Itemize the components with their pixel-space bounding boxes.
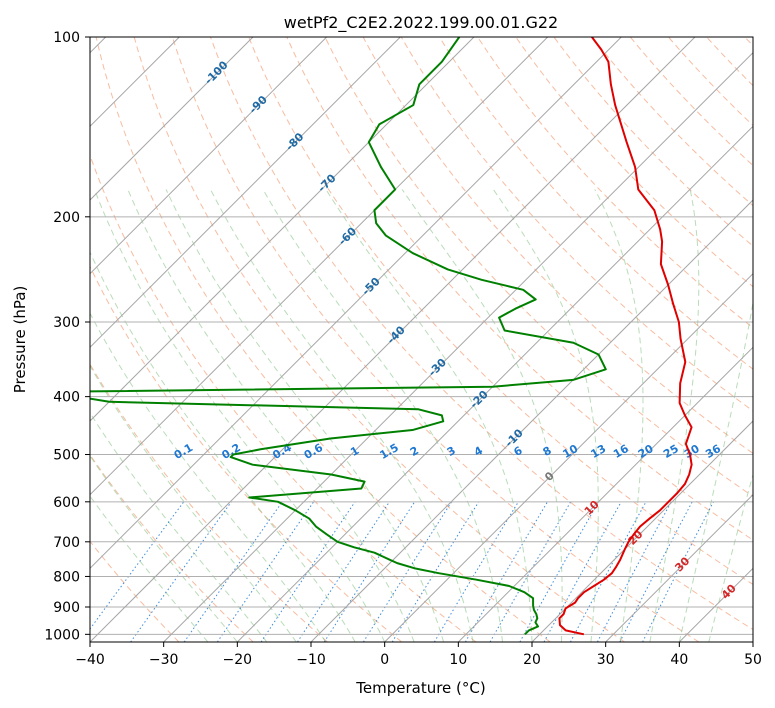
moist-adiabat-line [401, 189, 563, 642]
moist-adiabat-line [708, 472, 753, 642]
moist-adiabat-line [492, 189, 599, 642]
moist-adiabat-line [649, 189, 700, 642]
isotherm-line [163, 51, 753, 642]
x-tick-label: 30 [597, 652, 615, 668]
y-tick-label: 1000 [44, 627, 80, 643]
isotherm-line [90, 37, 401, 349]
dry-adiabat-line [248, 37, 753, 585]
dry-adiabat-line [591, 37, 753, 207]
background-lines [90, 37, 753, 642]
plot-background [90, 37, 753, 642]
y-tick-label: 400 [53, 390, 80, 406]
isotherm-line [752, 641, 753, 642]
isotherm-line [90, 37, 328, 275]
moist-adiabat-line [90, 312, 327, 642]
dry-adiabat-line [210, 37, 753, 631]
moist-adiabat-line [325, 189, 533, 642]
mixing-ratio-line [519, 501, 600, 642]
x-tick-label: 10 [449, 652, 467, 668]
x-tick-label: −30 [149, 652, 179, 668]
moist-adiabat-line [165, 189, 445, 642]
dry-adiabat-line [400, 37, 753, 412]
x-tick-label: 20 [523, 652, 541, 668]
mixing-ratio-line [489, 501, 572, 642]
dry-adiabat-line [324, 37, 753, 497]
moist-adiabat-line [127, 189, 415, 642]
dry-adiabat-line [171, 37, 700, 642]
dry-adiabat-line [362, 37, 753, 454]
mixing-ratio-line [391, 501, 480, 642]
x-tick-label: −20 [223, 652, 253, 668]
dry-adiabat-line [133, 37, 625, 642]
axis-ticks: −40 −30 −20 −10 0 10 20 30 40 50 100 200 300 400 500 60… [44, 30, 762, 668]
mixing-ratio-line [569, 501, 647, 642]
dry-adiabat-line [553, 37, 753, 247]
isotherm-line [90, 37, 696, 642]
y-tick-label: 300 [53, 315, 80, 331]
mixing-ratio-line [433, 501, 519, 642]
dry-adiabat-line [90, 153, 477, 642]
moist-adiabat-line [678, 299, 753, 642]
isotherm-line [90, 37, 622, 570]
mixing-ratio-line [464, 501, 548, 642]
isotherm-line [457, 346, 753, 642]
mixing-ratio-line [543, 501, 622, 642]
x-tick-label: 0 [380, 652, 389, 668]
mixing-ratio-line [90, 501, 185, 630]
profile-series [90, 37, 693, 636]
isotherm-line [90, 37, 254, 201]
x-tick-label: −40 [75, 652, 105, 668]
moist-adiabat-line [262, 189, 504, 642]
dry-adiabat-line [90, 363, 328, 642]
chart-title: wetPf2_C2E2.2022.199.00.01.G22 [284, 13, 558, 33]
isotherm-line [531, 420, 753, 642]
plot-frame [89, 36, 754, 643]
y-tick-label: 100 [53, 30, 80, 46]
moist-adiabat-line [594, 189, 644, 642]
moist-adiabat-line [90, 495, 209, 642]
isotherm-line [605, 493, 753, 642]
isotherm-line [90, 37, 475, 422]
x-tick-label: 50 [744, 652, 762, 668]
dry-adiabat-line [90, 265, 403, 642]
y-tick-label: 800 [53, 569, 80, 585]
y-tick-label: 900 [53, 600, 80, 616]
x-tick-label: 40 [670, 652, 688, 668]
dry-adiabat-line [477, 37, 753, 329]
isotherm-line [90, 37, 549, 496]
dewpoint-profile-line [90, 37, 607, 636]
isotherm-lines [90, 37, 753, 642]
x-axis-title: Temperature (°C) [355, 679, 485, 697]
y-tick-label: 600 [53, 495, 80, 511]
y-axis-title: Pressure (hPa) [11, 286, 29, 394]
mixing-ratio-line [130, 501, 232, 642]
mixing-ratio-line [183, 501, 283, 642]
isotherm-line [384, 272, 753, 642]
mixing-ratio-line [216, 501, 315, 642]
dry-adiabat-line [95, 37, 551, 642]
temperature-profile-line [558, 37, 693, 636]
y-tick-label: 200 [53, 210, 80, 226]
y-tick-label: 700 [53, 535, 80, 551]
moist-adiabat-line [90, 251, 356, 642]
isotherm-line [310, 199, 753, 642]
x-tick-label: −10 [296, 652, 326, 668]
pressure-gridlines [90, 37, 753, 635]
y-tick-label: 500 [53, 448, 80, 464]
